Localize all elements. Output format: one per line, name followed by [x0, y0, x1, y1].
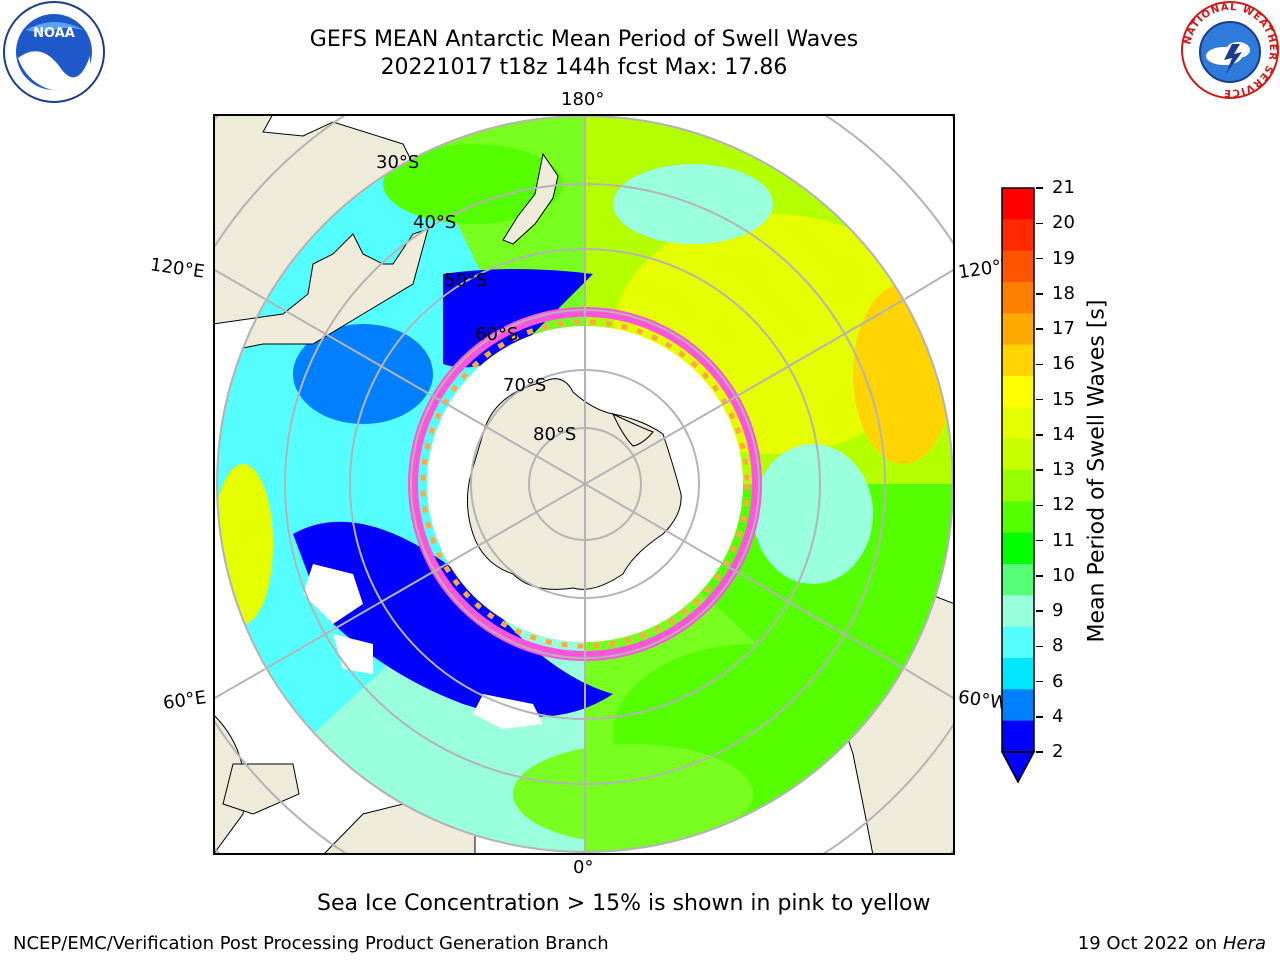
polar-map — [213, 114, 955, 855]
colorbar-cell — [1002, 532, 1034, 565]
colorbar-cell — [1002, 689, 1034, 722]
lat-label-30s: 30°S — [376, 152, 420, 173]
colorbar-tick-mark — [1036, 187, 1043, 189]
colorbar-tick-mark — [1036, 328, 1043, 330]
colorbar-tick-mark — [1036, 504, 1043, 506]
colorbar-tick-label: 12 — [1052, 494, 1075, 516]
lon-label-120e: 120°E — [148, 254, 206, 283]
colorbar-cell — [1002, 564, 1034, 596]
colorbar-tick-mark — [1036, 751, 1043, 753]
colorbar-tick-label: 10 — [1052, 564, 1075, 586]
colorbar-cell — [1002, 219, 1034, 252]
graticule-outer — [213, 114, 955, 855]
colorbar-tick-label: 21 — [1052, 177, 1075, 198]
colorbar-tick-mark — [1036, 363, 1043, 365]
colorbar-tick-mark — [1036, 293, 1043, 295]
colorbar-cell — [1002, 438, 1034, 471]
colorbar-cell — [1002, 470, 1034, 502]
colorbar-tick-mark — [1036, 610, 1043, 612]
colorbar-tick-mark — [1036, 222, 1043, 224]
colorbar-cell — [1002, 188, 1034, 220]
colorbar-cell — [1002, 626, 1034, 659]
colorbar-tick-label: 8 — [1052, 635, 1064, 657]
lon-label-0: 0° — [573, 857, 594, 878]
lat-label-60s: 60°S — [475, 324, 519, 345]
colorbar-cell — [1002, 658, 1034, 690]
colorbar-tick-label: 4 — [1052, 705, 1064, 727]
footer-date: 19 Oct 2022 on Hera — [1078, 933, 1266, 954]
footer-host: Hera — [1222, 933, 1266, 954]
colorbar-cell — [1002, 720, 1034, 753]
colorbar-label: Mean Period of Swell Waves [s] — [1084, 299, 1110, 643]
colorbar-cell — [1002, 376, 1034, 408]
colorbar-cell — [1002, 595, 1034, 628]
graticule — [217, 116, 953, 852]
colorbar-tick-mark — [1036, 645, 1043, 647]
colorbar-cell — [1002, 313, 1034, 346]
lon-label-60e: 60°E — [161, 687, 208, 714]
lat-label-40s: 40°S — [413, 212, 457, 233]
lon-label-180: 180° — [561, 89, 605, 110]
colorbar-tick-label: 18 — [1052, 282, 1075, 304]
footer-date-text: 19 Oct 2022 on — [1077, 933, 1223, 954]
colorbar-tick-label: 16 — [1052, 353, 1075, 375]
nws-logo: NATIONAL WEATHER SERVICE — [1181, 1, 1279, 99]
footer-credit: NCEP/EMC/Verification Post Processing Pr… — [13, 933, 609, 954]
lat-label-50s: 50°S — [444, 270, 488, 291]
colorbar-tick-mark — [1036, 539, 1043, 542]
sea-ice-caption: Sea Ice Concentration > 15% is shown in … — [317, 891, 931, 916]
colorbar-outline — [1001, 187, 1035, 753]
colorbar-tick-label: 20 — [1052, 212, 1075, 234]
colorbar-cell — [1002, 344, 1034, 377]
colorbar-tick-mark — [1036, 257, 1043, 260]
colorbar-extend-arrow — [1000, 751, 1036, 784]
colorbar-tick-mark — [1036, 469, 1043, 471]
noaa-logo-text: NOAA — [33, 26, 75, 41]
colorbar-tick-mark — [1036, 680, 1043, 683]
colorbar-cell — [1002, 501, 1034, 534]
colorbar-tick-label: 14 — [1052, 423, 1075, 445]
colorbar-tick-label: 9 — [1052, 600, 1064, 621]
colorbar-cell — [1002, 282, 1034, 314]
colorbar-tick-label: 17 — [1052, 318, 1075, 339]
colorbar-tick-label: 6 — [1052, 670, 1064, 692]
colorbar-cell — [1002, 407, 1034, 440]
colorbar-tick-label: 2 — [1052, 741, 1064, 762]
colorbar-tick-mark — [1036, 398, 1043, 401]
colorbar-tick-mark — [1036, 716, 1043, 718]
colorbar-tick-mark — [1036, 434, 1043, 436]
colorbar-tick-label: 19 — [1052, 247, 1075, 269]
noaa-logo: NOAA — [3, 1, 105, 103]
colorbar-cell — [1002, 250, 1034, 283]
lat-label-70s: 70°S — [503, 375, 547, 396]
lat-label-80s: 80°S — [533, 424, 577, 445]
colorbar-tick-label: 15 — [1052, 388, 1075, 410]
colorbar — [1000, 187, 1036, 784]
map-title-line2: 20221017 t18z 144h fcst Max: 17.86 — [380, 55, 788, 80]
colorbar-tick-label: 11 — [1052, 529, 1075, 551]
map-title-line1: GEFS MEAN Antarctic Mean Period of Swell… — [309, 27, 859, 52]
colorbar-tick-mark — [1036, 575, 1043, 577]
colorbar-tick-label: 13 — [1052, 459, 1075, 480]
